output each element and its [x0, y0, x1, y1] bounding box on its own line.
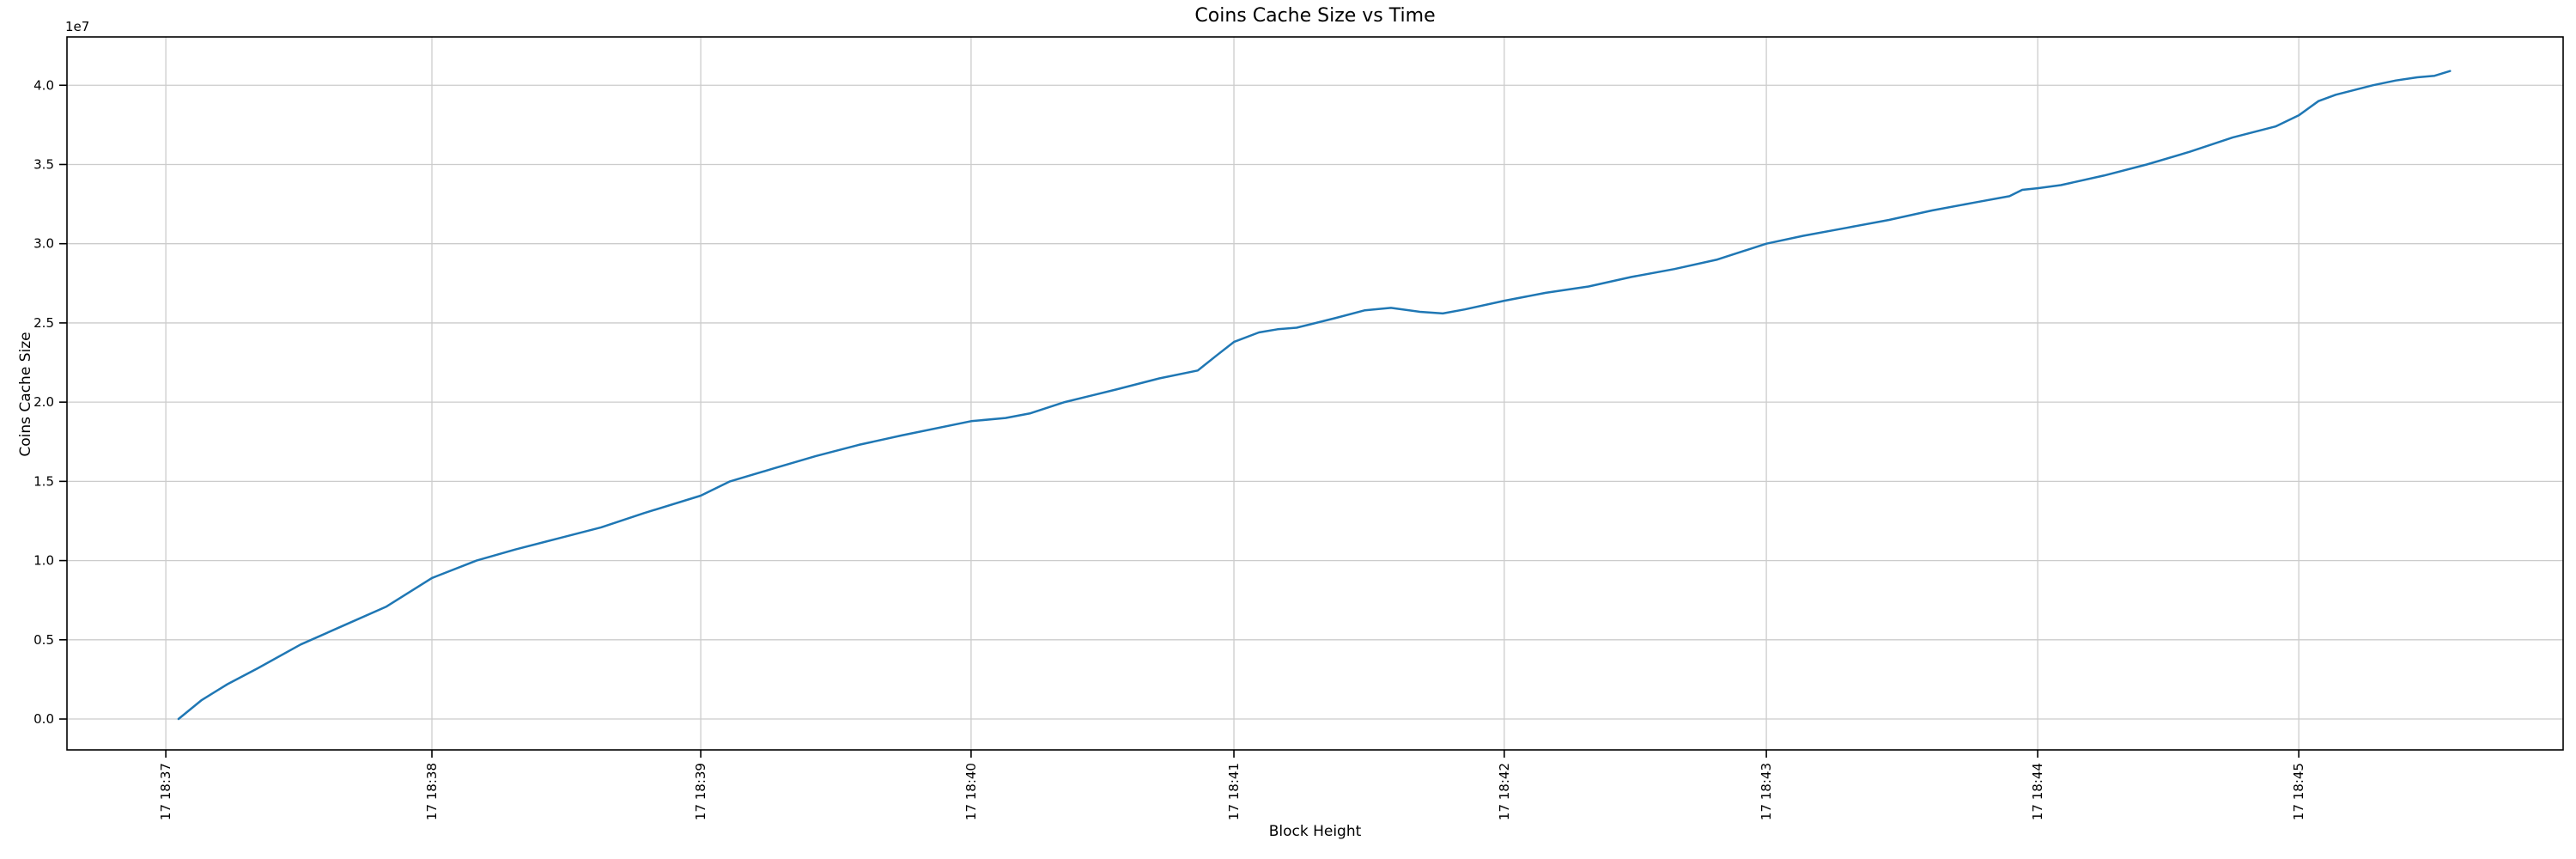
y-tick-label: 1.0 [33, 553, 54, 569]
y-tick-label: 3.0 [33, 236, 54, 252]
x-tick-label: 17 18:40 [963, 763, 979, 820]
y-axis-offset-label: 1e7 [65, 19, 90, 34]
x-tick-label: 17 18:44 [2030, 763, 2045, 820]
x-tick-label: 17 18:42 [1497, 763, 1512, 820]
y-tick-label: 0.0 [33, 711, 54, 727]
y-tick-label: 4.0 [33, 77, 54, 93]
x-tick-label: 17 18:37 [158, 763, 173, 820]
plot-border [66, 36, 2564, 751]
y-tick-label: 0.5 [33, 632, 54, 648]
x-tick-label: 17 18:43 [1759, 763, 1774, 820]
chart-title: Coins Cache Size vs Time [1194, 5, 1436, 27]
y-tick-label: 2.0 [33, 394, 54, 410]
x-axis-label: Block Height [1268, 823, 1362, 840]
x-tick-label: 17 18:41 [1226, 763, 1242, 820]
y-axis-label: Coins Cache Size [17, 332, 34, 457]
x-tick-label: 17 18:39 [693, 763, 708, 820]
coins-cache-size-line [177, 70, 2451, 721]
y-tick-label: 1.5 [33, 473, 54, 489]
x-tick-label: 17 18:38 [424, 763, 440, 820]
y-tick-label: 2.5 [33, 315, 54, 331]
x-tick-label: 17 18:45 [2291, 763, 2306, 820]
y-tick-label: 3.5 [33, 156, 54, 172]
